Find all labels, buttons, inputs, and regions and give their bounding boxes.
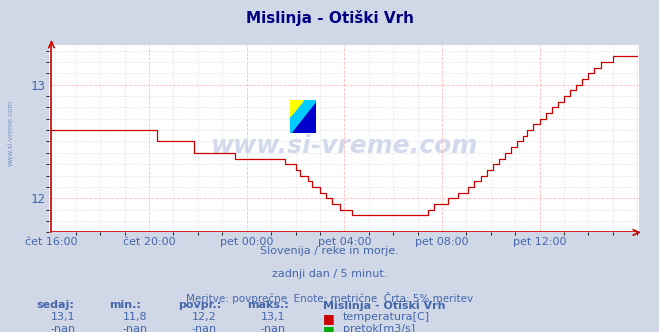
Text: www.si-vreme.com: www.si-vreme.com	[8, 100, 14, 166]
Text: 12,2: 12,2	[192, 312, 217, 322]
Polygon shape	[290, 100, 303, 116]
Text: www.si-vreme.com: www.si-vreme.com	[211, 134, 478, 158]
Text: -nan: -nan	[261, 324, 286, 332]
Text: min.:: min.:	[109, 300, 140, 310]
Polygon shape	[290, 100, 316, 133]
Text: 11,8: 11,8	[123, 312, 148, 322]
Text: sedaj:: sedaj:	[36, 300, 74, 310]
Text: Slovenija / reke in morje.: Slovenija / reke in morje.	[260, 246, 399, 256]
Text: maks.:: maks.:	[247, 300, 289, 310]
Text: povpr.:: povpr.:	[178, 300, 221, 310]
Text: pretok[m3/s]: pretok[m3/s]	[343, 324, 415, 332]
Text: ■: ■	[323, 312, 335, 325]
Text: -nan: -nan	[192, 324, 217, 332]
Text: 13,1: 13,1	[50, 312, 75, 322]
Text: -nan: -nan	[50, 324, 75, 332]
Text: Mislinja - Otiški Vrh: Mislinja - Otiški Vrh	[323, 300, 445, 311]
Text: Mislinja - Otiški Vrh: Mislinja - Otiški Vrh	[246, 10, 413, 26]
Text: zadnji dan / 5 minut.: zadnji dan / 5 minut.	[272, 269, 387, 279]
Text: -nan: -nan	[123, 324, 148, 332]
Text: temperatura[C]: temperatura[C]	[343, 312, 430, 322]
Text: 13,1: 13,1	[261, 312, 286, 322]
Text: Meritve: povprečne  Enote: metrične  Črta: 5% meritev: Meritve: povprečne Enote: metrične Črta:…	[186, 292, 473, 304]
Text: ■: ■	[323, 324, 335, 332]
